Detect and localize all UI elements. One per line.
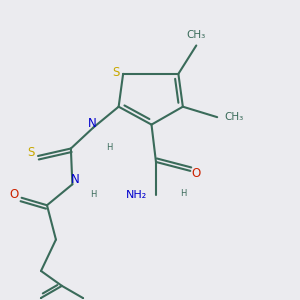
Text: N: N bbox=[71, 173, 80, 186]
Text: O: O bbox=[192, 167, 201, 180]
Text: S: S bbox=[27, 146, 34, 160]
Text: O: O bbox=[10, 188, 19, 201]
Text: NH₂: NH₂ bbox=[126, 190, 147, 200]
Text: H: H bbox=[106, 142, 113, 152]
Text: H: H bbox=[180, 189, 186, 198]
Text: CH₃: CH₃ bbox=[224, 112, 243, 122]
Text: H: H bbox=[90, 190, 97, 199]
Text: S: S bbox=[112, 66, 119, 79]
Text: N: N bbox=[87, 117, 96, 130]
Text: CH₃: CH₃ bbox=[187, 30, 206, 40]
